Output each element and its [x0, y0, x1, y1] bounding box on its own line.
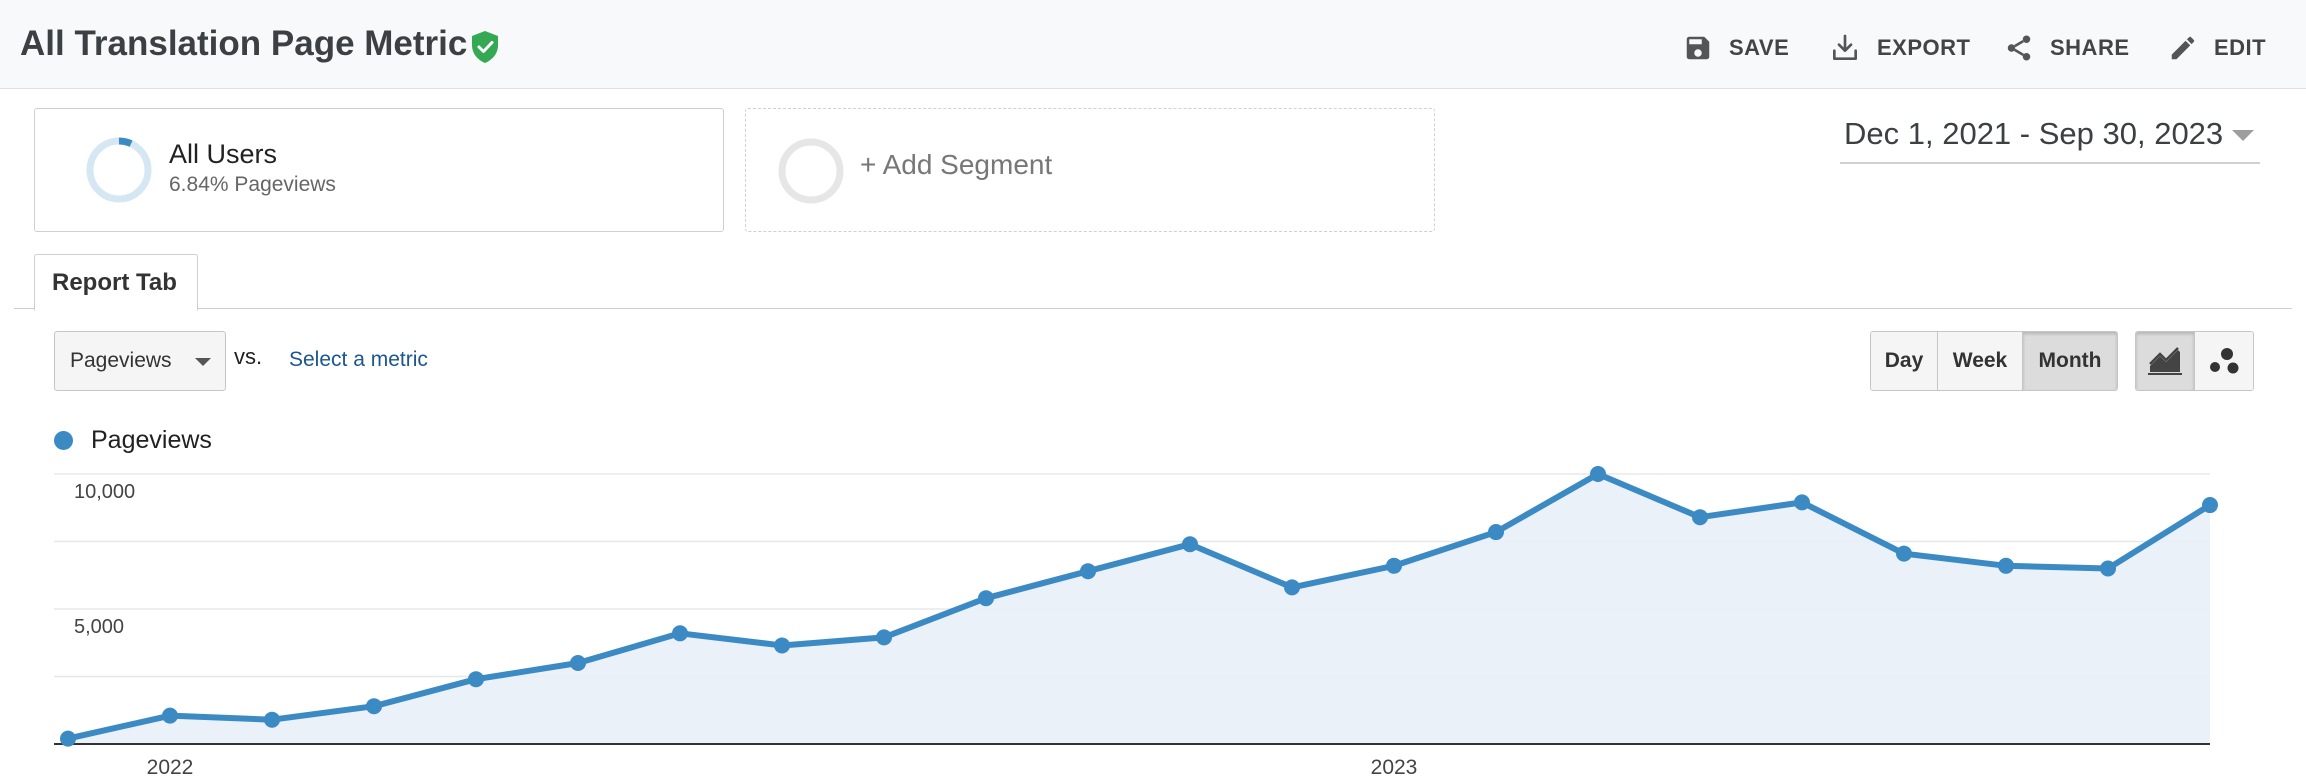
- data-point: [672, 625, 688, 642]
- data-point: [2202, 497, 2218, 514]
- data-point: [468, 671, 484, 688]
- data-point: [1386, 557, 1402, 574]
- data-point: [1182, 536, 1198, 553]
- edit-label: EDIT: [2214, 35, 2267, 60]
- data-point: [1896, 545, 1912, 562]
- vs-label: vs.: [234, 344, 263, 369]
- export-icon: [1833, 34, 1857, 60]
- metric-select[interactable]: Pageviews: [54, 331, 226, 391]
- edit-button[interactable]: EDIT: [2168, 28, 2266, 68]
- data-point: [1590, 466, 1606, 482]
- dropdown-caret-icon: [195, 358, 211, 366]
- area-fill: [68, 474, 2210, 744]
- data-point: [60, 730, 76, 747]
- chevron-down-icon: [2232, 130, 2254, 141]
- month-button[interactable]: Month: [2023, 332, 2117, 390]
- share-icon: [2007, 35, 2031, 61]
- y-tick-label: 5,000: [74, 616, 124, 638]
- export-label: EXPORT: [1877, 35, 1971, 60]
- data-point: [1080, 563, 1096, 580]
- segment-detail: 6.84% Pageviews: [169, 173, 336, 196]
- motion-chart-button[interactable]: [2195, 332, 2253, 390]
- data-point: [978, 590, 994, 607]
- x-tick-label: 2023: [1371, 756, 1418, 779]
- add-segment-button[interactable]: + Add Segment: [745, 108, 1435, 232]
- data-point: [1794, 494, 1810, 511]
- tab-report[interactable]: Report Tab: [34, 254, 198, 311]
- chart-type-toggle: [2135, 331, 2254, 391]
- save-label: SAVE: [1729, 35, 1790, 60]
- legend-label: Pageviews: [91, 426, 212, 454]
- data-point: [162, 707, 178, 724]
- page-title: All Translation Page Metric: [20, 24, 468, 63]
- segment-donut-icon: [86, 137, 152, 203]
- empty-segment-circle-icon: [778, 138, 844, 204]
- add-segment-label: + Add Segment: [860, 149, 1053, 180]
- tab-divider: [14, 308, 2292, 309]
- line-chart-button[interactable]: [2136, 332, 2195, 390]
- y-tick-label: 10,000: [74, 481, 135, 503]
- export-button[interactable]: EXPORT: [1829, 28, 1970, 68]
- segment-name: All Users: [169, 139, 278, 169]
- data-point: [1692, 509, 1708, 526]
- share-button[interactable]: SHARE: [2004, 28, 2130, 68]
- pageviews-chart: 10,000 5,000 2022 2023: [54, 466, 2218, 779]
- data-point: [1284, 579, 1300, 596]
- data-point: [1488, 524, 1504, 541]
- week-button[interactable]: Week: [1938, 332, 2023, 390]
- share-label: SHARE: [2050, 35, 2130, 60]
- data-point: [1998, 557, 2014, 574]
- granularity-toggle: Day Week Month: [1870, 331, 2118, 391]
- report-header: All Translation Page Metric SAVE EXPORT …: [0, 0, 2306, 89]
- data-point: [876, 629, 892, 646]
- day-button[interactable]: Day: [1871, 332, 1938, 390]
- segment-all-users[interactable]: All Users 6.84% Pageviews: [34, 108, 724, 232]
- x-tick-label: 2022: [147, 756, 194, 779]
- line-chart-icon: [2148, 347, 2182, 375]
- series-line: [67, 471, 2212, 742]
- select-metric-link[interactable]: Select a metric: [289, 348, 428, 371]
- date-range-picker[interactable]: Dec 1, 2021 - Sep 30, 2023: [1840, 112, 2260, 164]
- tab-report-label: Report Tab: [52, 269, 177, 296]
- motion-chart-icon: [2210, 348, 2239, 374]
- date-range-text: Dec 1, 2021 - Sep 30, 2023: [1844, 116, 2224, 151]
- data-point: [366, 698, 382, 715]
- chart-legend: Pageviews: [54, 426, 212, 455]
- metric-select-value: Pageviews: [70, 349, 172, 372]
- edit-icon: [2171, 36, 2195, 60]
- data-point: [570, 655, 586, 671]
- data-point: [264, 711, 280, 728]
- save-button[interactable]: SAVE: [1683, 28, 1789, 68]
- legend-swatch: [54, 431, 73, 450]
- data-point: [774, 637, 790, 654]
- data-point: [2100, 560, 2116, 577]
- verified-shield-icon: [470, 30, 500, 69]
- save-icon: [1686, 36, 1710, 60]
